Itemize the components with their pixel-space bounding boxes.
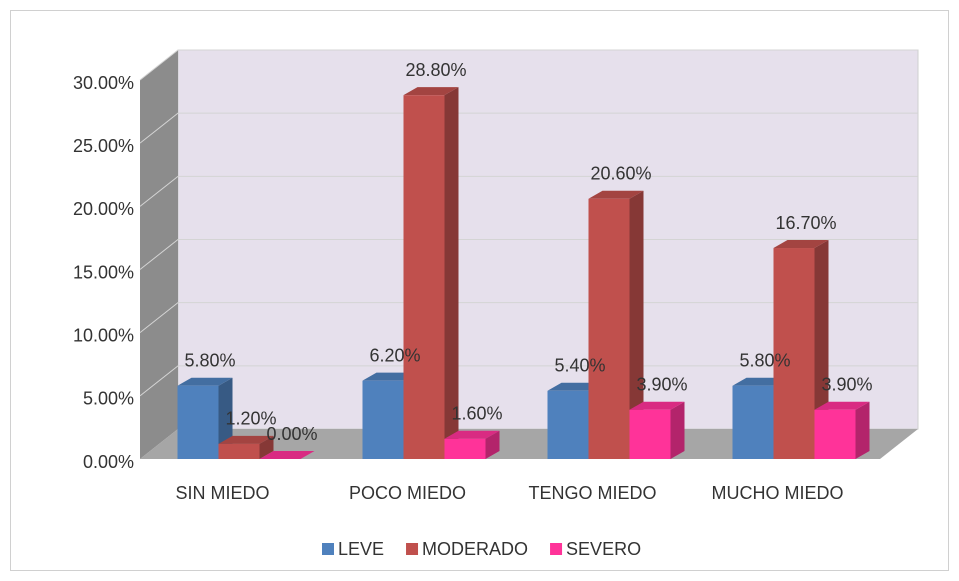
grid-line <box>139 239 918 270</box>
bar <box>814 409 856 459</box>
bar-top <box>259 451 315 459</box>
bar-side <box>259 435 274 459</box>
data-label: 6.20% <box>369 345 420 365</box>
legend-swatch <box>406 543 419 555</box>
grid-line <box>139 175 918 207</box>
grid-line <box>139 302 918 334</box>
grid-line <box>139 365 918 397</box>
bar-side <box>670 401 685 459</box>
bar-top <box>814 401 870 410</box>
y-tick-label: 30.00% <box>73 73 134 93</box>
bar-top <box>588 190 644 199</box>
bar-side <box>485 430 500 459</box>
floor <box>140 429 918 459</box>
data-label: 28.80% <box>405 60 466 80</box>
data-label: 5.80% <box>184 350 235 370</box>
legend-label: LEVE <box>338 539 384 559</box>
data-label: 0.00% <box>266 424 317 444</box>
bar <box>362 380 404 459</box>
bar-top <box>444 430 500 439</box>
data-label: 5.40% <box>554 356 605 376</box>
y-tick-label: 25.00% <box>73 136 134 156</box>
legend-label: MODERADO <box>422 539 528 559</box>
legend-swatch <box>550 543 563 555</box>
x-tick-label: TENGO MIEDO <box>528 483 656 503</box>
grid-line <box>139 112 918 144</box>
bar-top <box>629 401 685 410</box>
y-tick-label: 20.00% <box>73 199 134 219</box>
y-tick-label: 0.00% <box>83 452 134 472</box>
bar <box>732 385 774 459</box>
data-label: 1.60% <box>451 404 502 424</box>
bar-top <box>403 87 459 96</box>
bar <box>629 409 671 459</box>
data-label: 16.70% <box>775 213 836 233</box>
data-label: 20.60% <box>590 164 651 184</box>
bar-side <box>444 87 459 459</box>
bar <box>177 385 219 459</box>
bar <box>773 248 815 459</box>
data-label: 5.80% <box>739 350 790 370</box>
bar <box>403 95 445 459</box>
bar <box>588 198 630 459</box>
grid-line <box>139 49 918 81</box>
y-tick-label: 10.00% <box>73 325 134 345</box>
bar-side <box>629 190 644 459</box>
bar <box>547 390 589 459</box>
data-label: 1.20% <box>225 409 276 429</box>
bar-top <box>177 377 233 386</box>
x-tick-label: MUCHO MIEDO <box>712 483 844 503</box>
bar-top <box>218 435 274 444</box>
legend-label: SEVERO <box>566 539 641 559</box>
bar-top <box>773 240 829 249</box>
bar <box>218 443 260 459</box>
y-tick-label: 15.00% <box>73 262 134 282</box>
x-tick-label: POCO MIEDO <box>349 483 466 503</box>
legend-swatch <box>322 543 334 555</box>
bar <box>444 438 486 459</box>
data-label: 3.90% <box>821 374 872 394</box>
x-tick-label: SIN MIEDO <box>175 483 269 503</box>
y-tick-label: 5.00% <box>83 389 134 409</box>
bar-side <box>855 401 870 459</box>
data-label: 3.90% <box>636 374 687 394</box>
